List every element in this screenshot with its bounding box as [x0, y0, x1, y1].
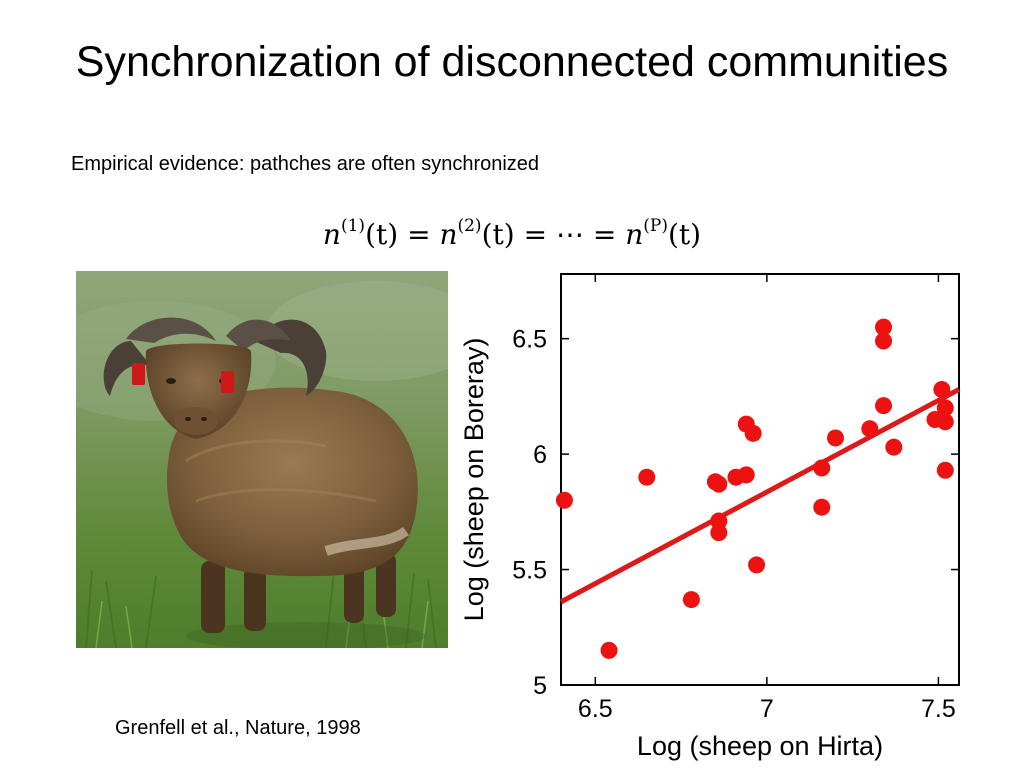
formula-arg-2: (t) [481, 218, 515, 251]
data-point [748, 556, 766, 574]
citation: Grenfell et al., Nature, 1998 [115, 717, 361, 739]
data-point [600, 641, 618, 659]
formula-sup-1: (1) [340, 216, 366, 236]
x-tick-label: 7 [760, 695, 774, 723]
data-point [936, 461, 954, 479]
y-tick-label: 6 [533, 441, 547, 469]
data-point [813, 498, 831, 516]
data-point [875, 332, 893, 350]
formula-equals-2: = [514, 218, 556, 251]
x-tick-label: 6.5 [578, 695, 613, 723]
data-point [813, 459, 831, 477]
sheep-photo [76, 271, 448, 648]
formula-var-2: n [439, 218, 458, 251]
x-tick-label: 7.5 [921, 695, 956, 723]
formula-var-3: n [625, 218, 644, 251]
data-point [682, 591, 700, 609]
y-tick-label: 5.5 [512, 557, 547, 585]
formula-equals-3: = [583, 218, 626, 251]
data-point [933, 380, 951, 398]
formula-var-1: n [322, 218, 341, 251]
scatter-chart: 6.5 7 7.5 5 5.5 6 6.5 Log (sheep on Hirta) Log… [459, 273, 961, 761]
data-point [555, 491, 573, 509]
data-point [744, 424, 762, 442]
data-point [737, 466, 755, 484]
plot-frame [560, 273, 960, 686]
slide-subtitle: Empirical evidence: pathches are often s… [71, 153, 540, 175]
trend-line [559, 387, 961, 605]
data-point [875, 397, 893, 415]
synchronization-formula: n(1)(t) = n(2)(t) = ⋯ = n(P)(t) [0, 206, 1024, 255]
slide-title: Synchronization of disconnected communit… [75, 38, 949, 86]
data-point [936, 413, 954, 431]
formula-equals-1: = [398, 218, 440, 251]
y-tick-label: 5 [533, 672, 547, 700]
y-axis-label: Log (sheep on Boreray) [459, 338, 489, 622]
data-point [710, 524, 728, 542]
data-point [710, 475, 728, 493]
data-point [638, 468, 656, 486]
formula-arg-3: (t) [667, 218, 702, 251]
data-point [885, 438, 903, 456]
formula-ellipsis: ⋯ [555, 218, 584, 251]
formula-sup-3: (P) [643, 216, 668, 236]
data-point [861, 420, 879, 438]
data-point [826, 429, 844, 447]
data-point [936, 399, 954, 417]
y-tick-label: 6.5 [512, 326, 547, 354]
x-axis-label: Log (sheep on Hirta) [637, 731, 883, 761]
formula-sup-2: (2) [457, 216, 482, 236]
data-point [875, 318, 893, 336]
formula-arg-1: (t) [365, 218, 399, 251]
